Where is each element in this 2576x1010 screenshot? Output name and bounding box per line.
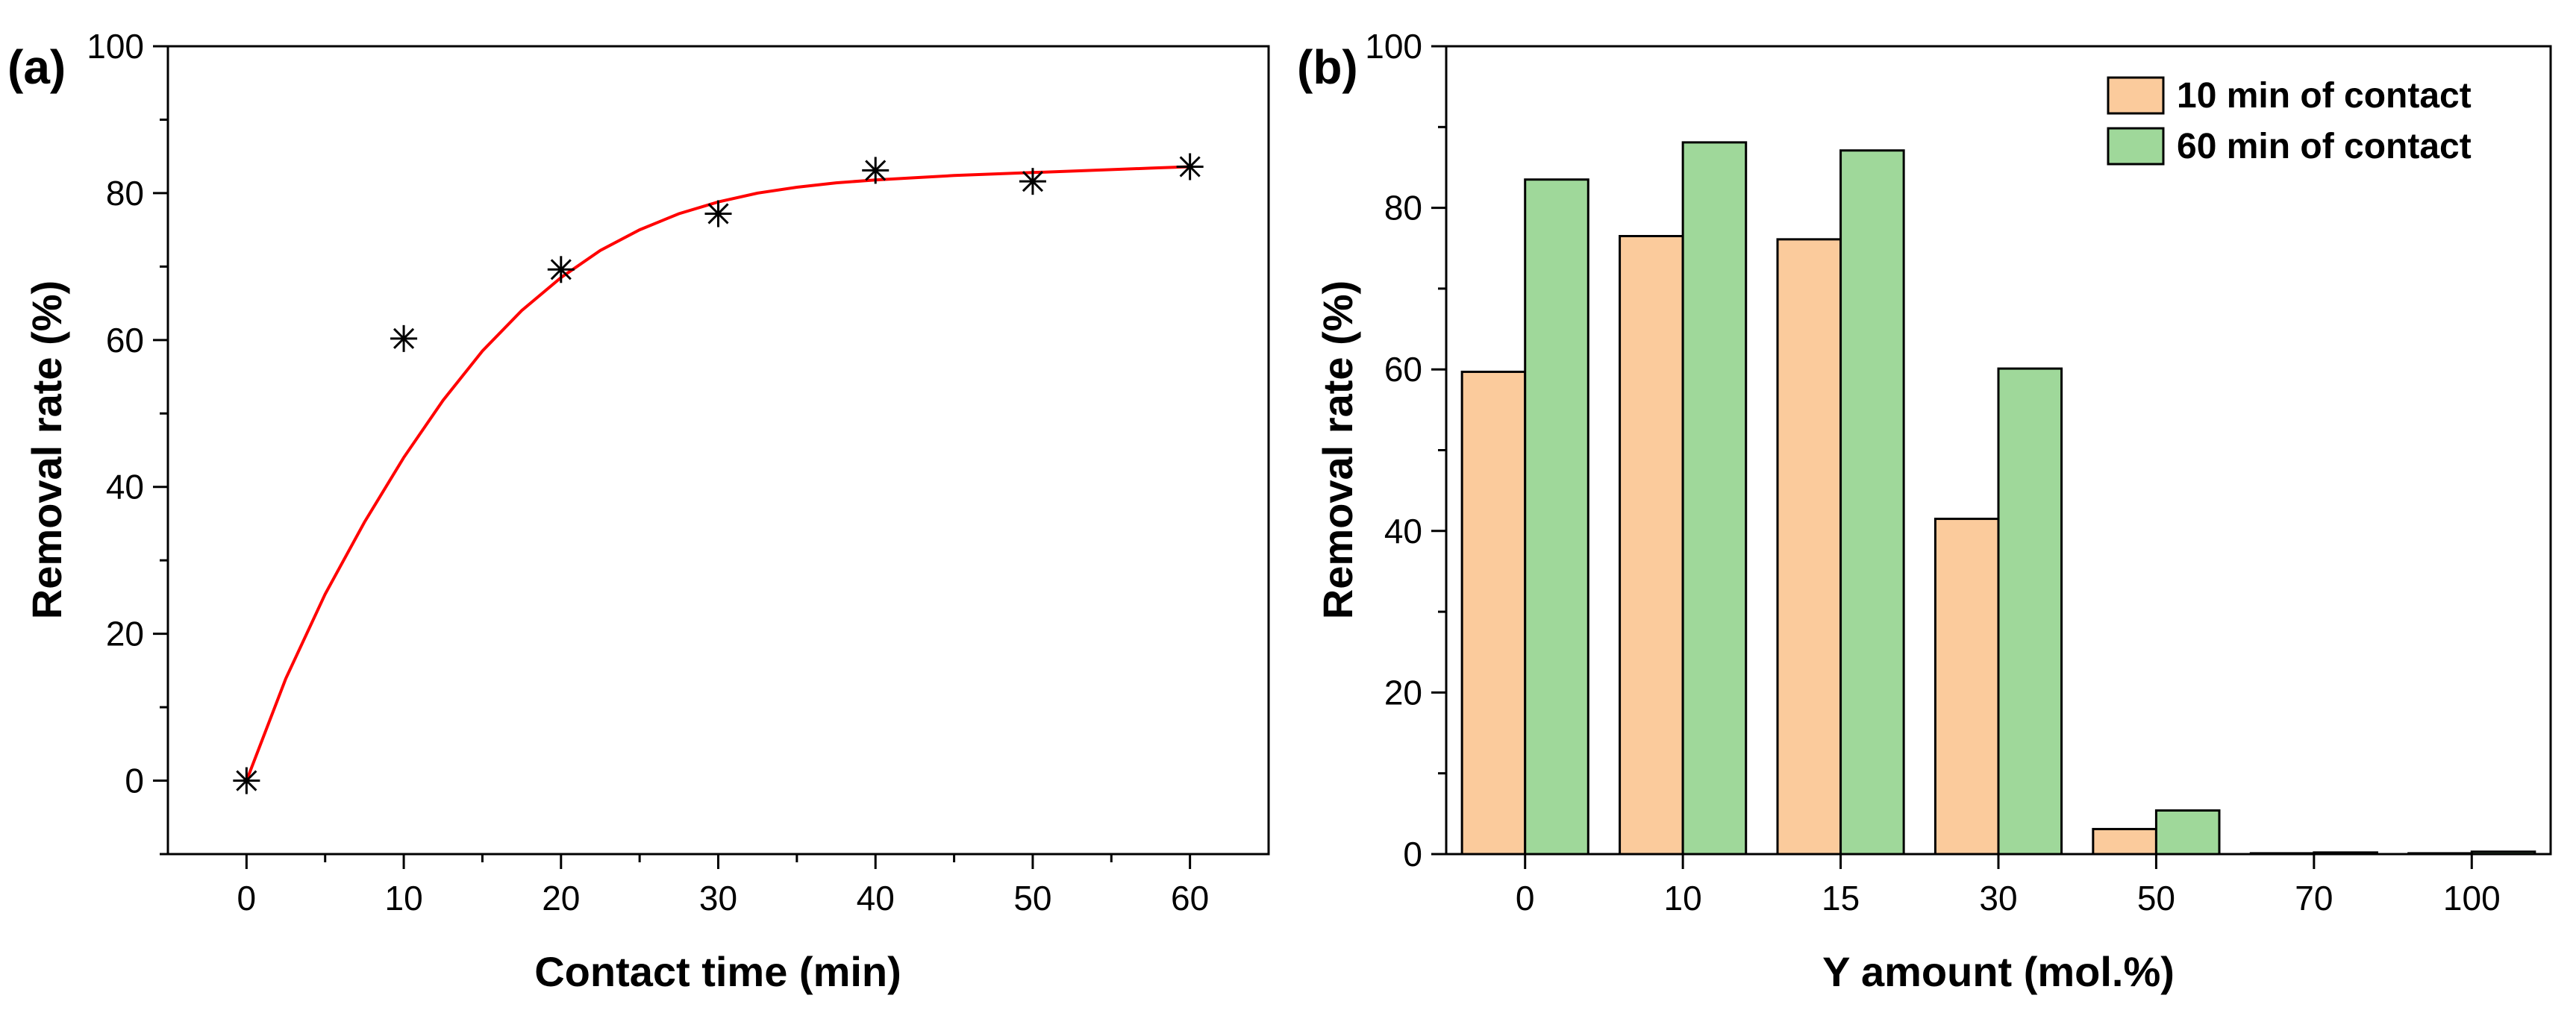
panel-b-y-amount-chart: (b) 0 10 15 30 50 70 100 0 20 40 60 80 100 10 min o… [1297, 27, 2552, 995]
panel-a-contact-time-chart: (a) 0 10 20 30 40 50 60 0 20 40 60 80 100 Contact t… [7, 27, 1270, 995]
asterisk-stroke [550, 259, 572, 280]
panel-b-legend-label: 10 min of contact [2177, 76, 2472, 116]
panel-b-y-tick-label: 60 [1384, 350, 1422, 389]
panel-b-legend: 10 min of contact 60 min of contact [2107, 76, 2472, 166]
panel-b-y-tick-label: 40 [1384, 512, 1422, 551]
panel-a-x-tick-label: 40 [857, 879, 895, 918]
panel-b-y-tick-label: 100 [1365, 27, 1422, 66]
panel-b-label: (b) [1297, 40, 1358, 94]
panel-b-bar-10-min [1776, 238, 1842, 856]
panel-b-bar-10-min [1619, 235, 1684, 856]
panel-b-legend-label: 60 min of contact [2177, 127, 2472, 166]
panel-b-bar-60-min [2470, 850, 2536, 856]
panel-a-y-tick-label: 80 [106, 174, 144, 213]
asterisk-stroke [865, 160, 887, 181]
panel-a-x-axis-title: Contact time (min) [534, 948, 901, 995]
panel-b-x-tick-label: 0 [1516, 879, 1535, 918]
panel-b-x-tick-label: 70 [2295, 879, 2333, 918]
panel-b-x-tick-label: 50 [2137, 879, 2175, 918]
panel-a-data-points [233, 153, 1204, 794]
panel-b-x-axis-title: Y amount (mol.%) [1822, 948, 2175, 995]
panel-b-x-axis: 0 10 15 30 50 70 100 [1516, 854, 2501, 918]
panel-a-y-tick-label: 0 [125, 762, 144, 800]
panel-b-y-tick-label: 80 [1384, 189, 1422, 228]
panel-a-data-point [1176, 153, 1204, 181]
asterisk-stroke [393, 327, 415, 349]
panel-a-x-tick-label: 20 [542, 879, 580, 918]
panel-b-x-tick-label: 10 [1664, 879, 1702, 918]
panel-a-y-tick-label: 40 [106, 468, 144, 506]
asterisk-stroke [1179, 156, 1201, 178]
asterisk-stroke [707, 203, 729, 225]
panel-a-y-axis: 0 20 40 60 80 100 [87, 27, 168, 856]
panel-a-y-axis-title: Removal rate (%) [23, 280, 70, 619]
panel-b-bar-10-min [2407, 852, 2473, 856]
panel-b-bar-10-min [2092, 827, 2157, 856]
panel-a-y-tick-label: 100 [87, 27, 144, 66]
panel-a-x-tick-label: 0 [237, 879, 257, 918]
panel-b-legend-swatch [2107, 127, 2165, 166]
panel-a-data-point [1019, 168, 1046, 195]
panel-a-data-point [547, 256, 575, 283]
panel-b-legend-swatch [2107, 76, 2165, 115]
panel-b-bar-60-min [1681, 141, 1748, 856]
panel-b-bar-60-min [1524, 178, 1589, 856]
panel-b-bar-60-min [1839, 149, 1905, 856]
panel-a-y-tick-label: 60 [106, 321, 144, 360]
panel-b-y-axis-title: Removal rate (%) [1314, 280, 1361, 619]
panel-a-data-point [704, 200, 732, 228]
panel-b-bar-10-min [1933, 518, 2000, 856]
panel-b-x-tick-label: 30 [1979, 879, 2017, 918]
panel-b-bar-60-min [1997, 367, 2063, 856]
panel-b-bars [1460, 141, 2536, 856]
panel-b-x-tick-label: 100 [2443, 879, 2501, 918]
asterisk-stroke [236, 770, 257, 791]
panel-a-label: (a) [7, 40, 66, 94]
panel-b-x-tick-label: 15 [1822, 879, 1860, 918]
panel-a-x-tick-label: 30 [699, 879, 737, 918]
panel-a-x-tick-label: 10 [384, 879, 422, 918]
panel-a-y-tick-label: 20 [106, 615, 144, 653]
panel-a-x-tick-label: 50 [1013, 879, 1051, 918]
panel-b-y-tick-label: 0 [1403, 835, 1422, 873]
panel-b-y-tick-label: 20 [1384, 673, 1422, 712]
panel-b-y-axis: 0 20 40 60 80 100 [1365, 27, 1446, 873]
panel-b-bar-10-min [1460, 370, 1527, 856]
panel-a-data-point [862, 157, 890, 184]
panel-b-bar-60-min [2154, 809, 2221, 856]
panel-a-x-axis: 0 10 20 30 40 50 60 [237, 854, 1209, 918]
asterisk-stroke [1022, 171, 1043, 192]
panel-b-bar-10-min [2249, 852, 2316, 856]
panel-a-x-tick-label: 60 [1171, 879, 1209, 918]
panel-a-data-point [390, 324, 418, 352]
panel-b-bar-60-min [2313, 851, 2378, 856]
panel-a-data-point [233, 767, 260, 794]
